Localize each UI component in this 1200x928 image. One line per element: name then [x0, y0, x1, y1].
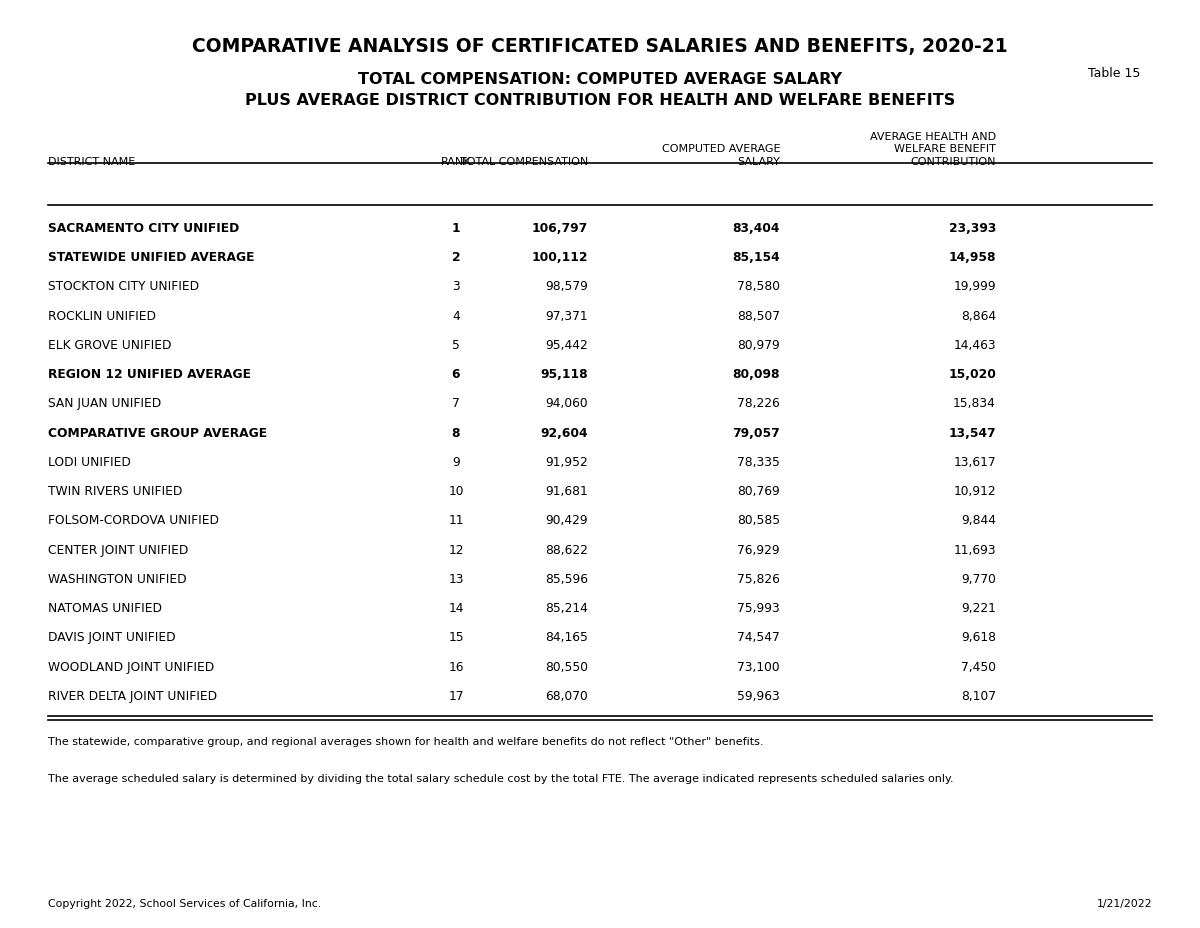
Text: 73,100: 73,100 — [737, 660, 780, 673]
Text: RIVER DELTA JOINT UNIFIED: RIVER DELTA JOINT UNIFIED — [48, 690, 217, 702]
Text: 7: 7 — [452, 397, 460, 410]
Text: 85,154: 85,154 — [732, 251, 780, 264]
Text: 15,020: 15,020 — [948, 367, 996, 380]
Text: SAN JUAN UNIFIED: SAN JUAN UNIFIED — [48, 397, 161, 410]
Text: TOTAL COMPENSATION: COMPUTED AVERAGE SALARY
PLUS AVERAGE DISTRICT CONTRIBUTION F: TOTAL COMPENSATION: COMPUTED AVERAGE SAL… — [245, 72, 955, 109]
Text: 5: 5 — [452, 339, 460, 352]
Text: 16: 16 — [449, 660, 463, 673]
Text: 19,999: 19,999 — [953, 280, 996, 293]
Text: 59,963: 59,963 — [737, 690, 780, 702]
Text: 13,547: 13,547 — [948, 426, 996, 439]
Text: 106,797: 106,797 — [532, 222, 588, 235]
Text: 13: 13 — [449, 573, 463, 586]
Text: COMPARATIVE ANALYSIS OF CERTIFICATED SALARIES AND BENEFITS, 2020-21: COMPARATIVE ANALYSIS OF CERTIFICATED SAL… — [192, 37, 1008, 56]
Text: 88,507: 88,507 — [737, 309, 780, 322]
Text: LODI UNIFIED: LODI UNIFIED — [48, 456, 131, 469]
Text: 9,844: 9,844 — [961, 514, 996, 527]
Text: 95,442: 95,442 — [545, 339, 588, 352]
Text: ROCKLIN UNIFIED: ROCKLIN UNIFIED — [48, 309, 156, 322]
Text: COMPUTED AVERAGE
SALARY: COMPUTED AVERAGE SALARY — [661, 144, 780, 167]
Text: DISTRICT NAME: DISTRICT NAME — [48, 157, 136, 167]
Text: 95,118: 95,118 — [540, 367, 588, 380]
Text: 4: 4 — [452, 309, 460, 322]
Text: 1/21/2022: 1/21/2022 — [1097, 897, 1152, 908]
Text: 9,221: 9,221 — [961, 601, 996, 614]
Text: 92,604: 92,604 — [540, 426, 588, 439]
Text: 3: 3 — [452, 280, 460, 293]
Text: 80,769: 80,769 — [737, 484, 780, 497]
Text: STATEWIDE UNIFIED AVERAGE: STATEWIDE UNIFIED AVERAGE — [48, 251, 254, 264]
Text: 13,617: 13,617 — [953, 456, 996, 469]
Text: FOLSOM-CORDOVA UNIFIED: FOLSOM-CORDOVA UNIFIED — [48, 514, 220, 527]
Text: 68,070: 68,070 — [545, 690, 588, 702]
Text: CENTER JOINT UNIFIED: CENTER JOINT UNIFIED — [48, 543, 188, 556]
Text: 7,450: 7,450 — [961, 660, 996, 673]
Text: 15,834: 15,834 — [953, 397, 996, 410]
Text: 75,993: 75,993 — [737, 601, 780, 614]
Text: 11: 11 — [449, 514, 463, 527]
Text: 11,693: 11,693 — [953, 543, 996, 556]
Text: 88,622: 88,622 — [545, 543, 588, 556]
Text: 78,580: 78,580 — [737, 280, 780, 293]
Text: 10: 10 — [449, 484, 463, 497]
Text: 8,107: 8,107 — [961, 690, 996, 702]
Text: 100,112: 100,112 — [532, 251, 588, 264]
Text: 74,547: 74,547 — [737, 631, 780, 644]
Text: REGION 12 UNIFIED AVERAGE: REGION 12 UNIFIED AVERAGE — [48, 367, 251, 380]
Text: 10,912: 10,912 — [953, 484, 996, 497]
Text: 6: 6 — [451, 367, 461, 380]
Text: 91,952: 91,952 — [545, 456, 588, 469]
Text: 98,579: 98,579 — [545, 280, 588, 293]
Text: Copyright 2022, School Services of California, Inc.: Copyright 2022, School Services of Calif… — [48, 897, 322, 908]
Text: 91,681: 91,681 — [545, 484, 588, 497]
Text: 14,958: 14,958 — [948, 251, 996, 264]
Text: Table 15: Table 15 — [1087, 67, 1140, 80]
Text: 14: 14 — [449, 601, 463, 614]
Text: 15: 15 — [448, 631, 464, 644]
Text: WOODLAND JOINT UNIFIED: WOODLAND JOINT UNIFIED — [48, 660, 215, 673]
Text: 94,060: 94,060 — [545, 397, 588, 410]
Text: 14,463: 14,463 — [953, 339, 996, 352]
Text: STOCKTON CITY UNIFIED: STOCKTON CITY UNIFIED — [48, 280, 199, 293]
Text: 75,826: 75,826 — [737, 573, 780, 586]
Text: 80,585: 80,585 — [737, 514, 780, 527]
Text: 23,393: 23,393 — [949, 222, 996, 235]
Text: 85,214: 85,214 — [545, 601, 588, 614]
Text: 9: 9 — [452, 456, 460, 469]
Text: 80,979: 80,979 — [737, 339, 780, 352]
Text: 84,165: 84,165 — [545, 631, 588, 644]
Text: RANK: RANK — [440, 157, 472, 167]
Text: COMPARATIVE GROUP AVERAGE: COMPARATIVE GROUP AVERAGE — [48, 426, 268, 439]
Text: TOTAL COMPENSATION: TOTAL COMPENSATION — [460, 157, 588, 167]
Text: 76,929: 76,929 — [737, 543, 780, 556]
Text: The average scheduled salary is determined by dividing the total salary schedule: The average scheduled salary is determin… — [48, 773, 954, 783]
Text: 78,226: 78,226 — [737, 397, 780, 410]
Text: 80,550: 80,550 — [545, 660, 588, 673]
Text: 85,596: 85,596 — [545, 573, 588, 586]
Text: AVERAGE HEALTH AND
WELFARE BENEFIT
CONTRIBUTION: AVERAGE HEALTH AND WELFARE BENEFIT CONTR… — [870, 132, 996, 167]
Text: 79,057: 79,057 — [732, 426, 780, 439]
Text: TWIN RIVERS UNIFIED: TWIN RIVERS UNIFIED — [48, 484, 182, 497]
Text: NATOMAS UNIFIED: NATOMAS UNIFIED — [48, 601, 162, 614]
Text: ELK GROVE UNIFIED: ELK GROVE UNIFIED — [48, 339, 172, 352]
Text: 80,098: 80,098 — [732, 367, 780, 380]
Text: WASHINGTON UNIFIED: WASHINGTON UNIFIED — [48, 573, 187, 586]
Text: 97,371: 97,371 — [545, 309, 588, 322]
Text: 83,404: 83,404 — [733, 222, 780, 235]
Text: DAVIS JOINT UNIFIED: DAVIS JOINT UNIFIED — [48, 631, 175, 644]
Text: 8,864: 8,864 — [961, 309, 996, 322]
Text: SACRAMENTO CITY UNIFIED: SACRAMENTO CITY UNIFIED — [48, 222, 239, 235]
Text: 90,429: 90,429 — [545, 514, 588, 527]
Text: 9,618: 9,618 — [961, 631, 996, 644]
Text: 17: 17 — [449, 690, 463, 702]
Text: 9,770: 9,770 — [961, 573, 996, 586]
Text: The statewide, comparative group, and regional averages shown for health and wel: The statewide, comparative group, and re… — [48, 737, 763, 746]
Text: 2: 2 — [451, 251, 461, 264]
Text: 8: 8 — [451, 426, 461, 439]
Text: 1: 1 — [451, 222, 461, 235]
Text: 12: 12 — [449, 543, 463, 556]
Text: 78,335: 78,335 — [737, 456, 780, 469]
